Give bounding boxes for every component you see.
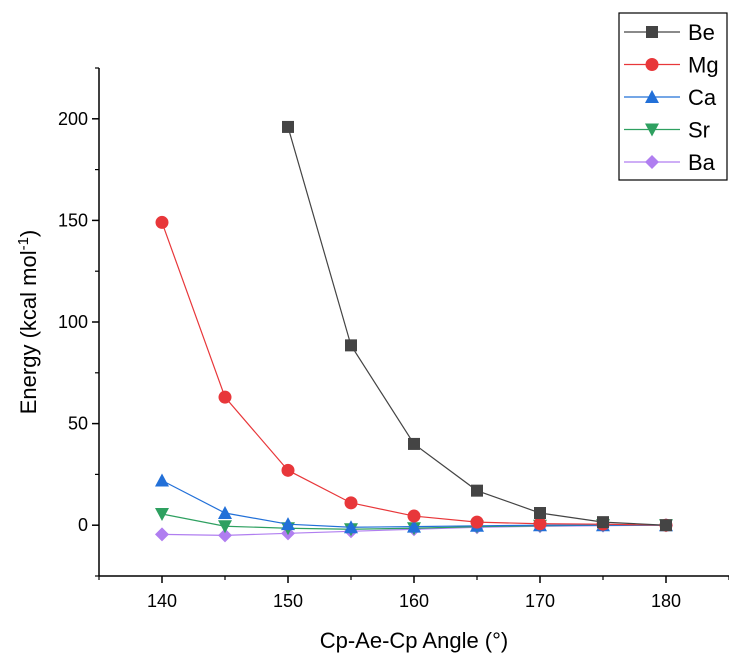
legend-label: Be xyxy=(688,20,715,45)
y-tick-label: 150 xyxy=(58,210,88,230)
legend-item-be: Be xyxy=(624,20,715,45)
axes: 140 150 160 170 180 0 50 100 150 200 xyxy=(58,67,729,611)
x-tick-label: 180 xyxy=(651,591,681,611)
data-point-mg xyxy=(218,390,232,404)
series-line-be xyxy=(287,126,667,526)
data-point-ba xyxy=(218,528,232,543)
legend-label: Mg xyxy=(688,53,719,78)
data-point-be xyxy=(471,484,483,497)
legend-marker xyxy=(646,26,658,38)
x-tick-label: 140 xyxy=(147,591,177,611)
y-tick-label: 0 xyxy=(78,515,88,535)
series-mg xyxy=(155,215,673,532)
y-axis-title-close: ) xyxy=(16,230,41,237)
data-point-be xyxy=(660,519,672,532)
data-point-ca xyxy=(281,517,295,531)
data-point-be xyxy=(408,437,420,450)
legend-item-ba: Ba xyxy=(624,150,716,175)
data-point-be xyxy=(345,339,357,352)
data-point-mg xyxy=(344,496,358,510)
data-point-ca xyxy=(155,473,169,487)
data-point-mg xyxy=(407,509,421,523)
y-axis-title-main: Energy (kcal mol xyxy=(16,250,41,414)
x-axis-title: Cp-Ae-Cp Angle (°) xyxy=(320,628,509,653)
data-point-mg xyxy=(155,215,169,229)
x-tick-label: 150 xyxy=(273,591,303,611)
data-point-sr xyxy=(155,508,169,522)
x-tick-label: 170 xyxy=(525,591,555,611)
data-point-sr xyxy=(218,520,232,534)
data-point-be xyxy=(597,516,609,529)
y-axis-title: Energy (kcal mol-1) xyxy=(15,230,41,415)
data-point-mg xyxy=(533,517,547,531)
legend-marker xyxy=(645,123,659,137)
data-point-mg xyxy=(281,463,295,477)
data-point-be xyxy=(282,120,294,133)
data-point-ba xyxy=(155,527,169,542)
y-tick-label: 100 xyxy=(58,312,88,332)
y-axis-title-sup: -1 xyxy=(15,237,32,250)
legend-marker xyxy=(645,155,659,169)
legend-label: Ca xyxy=(688,85,717,110)
legend-item-mg: Mg xyxy=(624,53,719,78)
data-point-ca xyxy=(344,520,358,534)
data-point-be xyxy=(534,507,546,520)
series-be xyxy=(282,120,672,532)
legend-marker xyxy=(645,58,659,71)
data-point-ca xyxy=(407,519,421,533)
y-tick-label: 50 xyxy=(68,414,88,434)
legend-item-sr: Sr xyxy=(624,118,710,143)
data-point-mg xyxy=(470,515,484,529)
series-line-mg xyxy=(161,222,667,526)
legend: Be Mg Ca Sr Ba xyxy=(618,12,728,181)
legend-label: Sr xyxy=(688,118,710,143)
legend-label: Ba xyxy=(688,150,716,175)
legend-item-ca: Ca xyxy=(624,85,717,110)
y-tick-label: 200 xyxy=(58,109,88,129)
x-tick-label: 160 xyxy=(399,591,429,611)
data-point-ca xyxy=(218,506,232,520)
legend-marker xyxy=(645,90,659,103)
series-layer xyxy=(155,120,673,543)
